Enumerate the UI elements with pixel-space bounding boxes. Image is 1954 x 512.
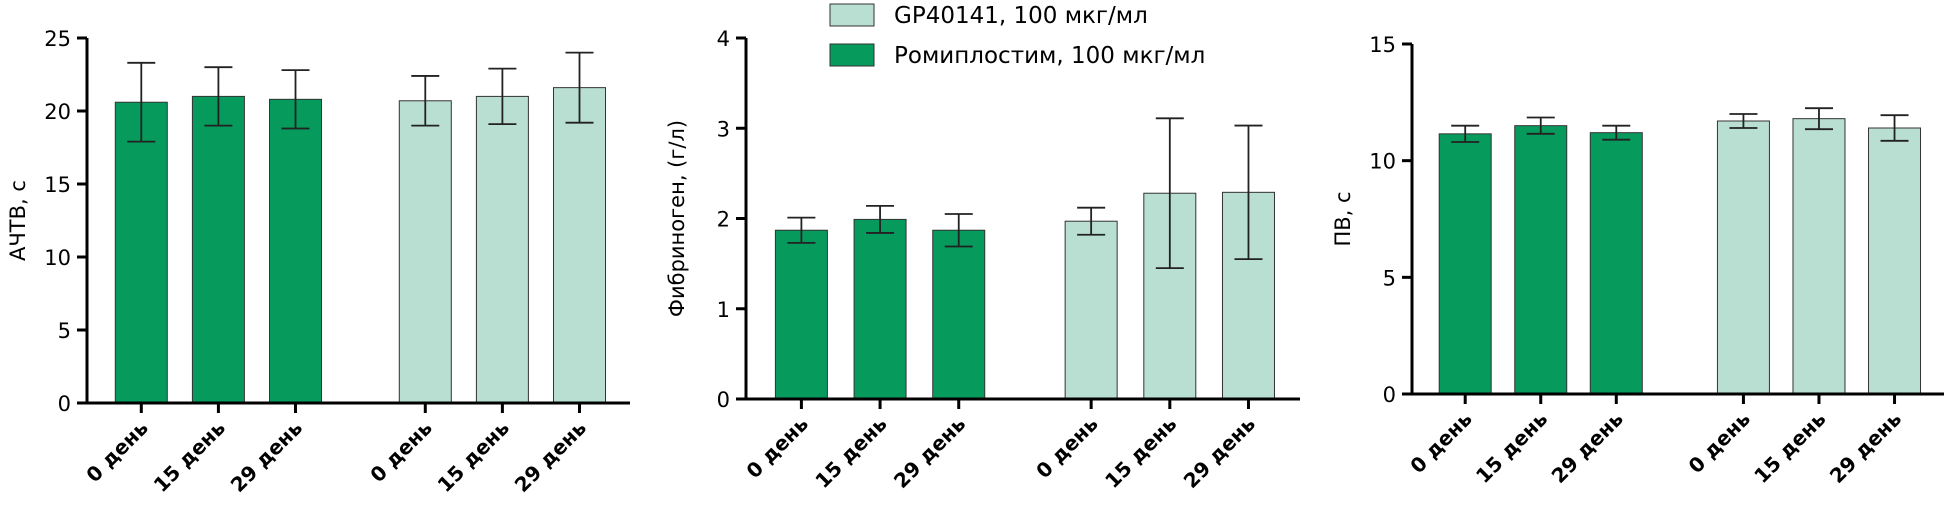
x-tick-label: 29 день [1825,407,1906,488]
y-tick-label: 5 [58,319,71,343]
y-axis-label: Фибриноген, (г/л) [665,120,689,317]
bar [1792,118,1846,395]
y-tick-label: 0 [58,392,71,416]
y-tick-label: 0 [717,388,730,412]
x-tick-label: 15 день [433,416,514,497]
y-tick-label: 4 [717,27,730,51]
legend-label: GP40141, 100 мкг/мл [894,3,1148,29]
x-tick-label: 15 день [810,412,891,493]
y-tick-label: 5 [1383,266,1396,290]
x-tick-label: 15 день [1471,407,1552,488]
y-tick-label: 15 [1369,33,1396,57]
bar [191,95,245,404]
x-tick-label: 0 день [365,416,436,487]
legend-swatch [829,3,875,27]
x-tick-label: 29 день [1179,412,1260,493]
x-tick-label: 29 день [510,416,591,497]
bar [1438,133,1492,395]
bar [269,98,323,404]
error-bar [488,67,517,126]
error-bar [127,61,156,143]
error-bar [411,75,440,127]
x-tick-label: 0 день [1684,407,1755,478]
y-tick-label: 2 [717,208,730,232]
error-bar [281,69,310,130]
error-bar [866,204,895,234]
bar [932,229,986,400]
legend-label: Ромиплостим, 100 мкг/мл [894,43,1205,69]
error-bar [1880,114,1909,142]
error-bar [1804,107,1833,131]
y-tick-label: 10 [44,246,71,270]
x-tick-label: 29 день [889,412,970,493]
y-tick-label: 0 [1383,383,1396,407]
error-bar [1234,124,1263,261]
bar [853,218,907,400]
bar [1868,127,1922,395]
x-tick-label: 0 день [1405,407,1476,478]
error-bar [944,213,973,248]
bar [114,101,168,404]
y-axis-label: АЧТВ, с [6,180,30,261]
x-tick-label: 15 день [149,416,230,497]
x-tick-label: 0 день [741,412,812,483]
bar [774,229,828,400]
y-tick-label: 15 [44,173,71,197]
error-bar [1451,124,1480,143]
error-bar [565,51,594,124]
bar [1716,120,1770,395]
bar [398,100,452,404]
x-tick-label: 15 день [1749,407,1830,488]
bar [475,95,529,404]
error-bar [204,66,233,127]
x-tick-label: 15 день [1100,412,1181,493]
error-bar [1526,116,1555,135]
y-tick-label: 3 [717,117,730,141]
bar [1514,125,1568,395]
y-tick-label: 10 [1369,150,1396,174]
error-bar [1077,206,1106,236]
x-tick-label: 0 день [81,416,152,487]
error-bar [787,216,816,244]
bar [1589,132,1643,395]
y-tick-label: 1 [717,298,730,322]
y-tick-label: 25 [44,27,71,51]
x-tick-label: 29 день [226,416,307,497]
error-bar [1155,117,1184,270]
bar [1064,220,1118,400]
bar [553,87,607,404]
legend-swatch [829,43,875,67]
y-axis-label: ПВ, с [1331,191,1355,246]
y-tick-label: 20 [44,100,71,124]
error-bar [1602,124,1631,141]
x-tick-label: 29 день [1547,407,1628,488]
x-tick-label: 0 день [1031,412,1102,483]
error-bar [1729,113,1758,129]
